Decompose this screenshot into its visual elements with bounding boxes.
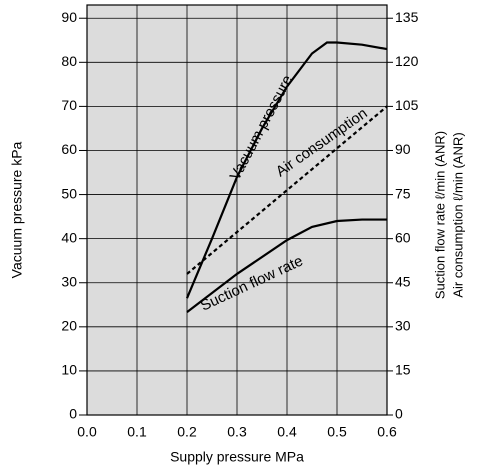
y2-tick-label: 120 bbox=[395, 53, 419, 69]
plot-frame bbox=[86, 4, 388, 416]
y2-axis-label: Suction flow rate ℓ/min (ANR) bbox=[432, 131, 447, 299]
x-tick-label: 0.6 bbox=[377, 424, 397, 440]
y2-tick-label: 60 bbox=[395, 229, 411, 245]
y-tick-label: 90 bbox=[61, 9, 77, 25]
y2-tick-label: 135 bbox=[395, 9, 419, 25]
y-tick-label: 60 bbox=[61, 141, 77, 157]
x-tick-label: 0.2 bbox=[177, 424, 197, 440]
x-tick-label: 0.3 bbox=[227, 424, 247, 440]
line bbox=[185, 41, 388, 299]
y-tick-label: 10 bbox=[61, 362, 77, 378]
y-tick-label: 70 bbox=[61, 97, 77, 113]
x-tick-label: 0.4 bbox=[277, 424, 297, 440]
y2-tick-label: 75 bbox=[395, 185, 411, 201]
y-tick-label: 30 bbox=[61, 273, 77, 289]
y-tick-label: 20 bbox=[61, 318, 77, 334]
y2-tick-label: 105 bbox=[395, 97, 419, 113]
x-tick-label: 0.0 bbox=[77, 424, 97, 440]
y2-axis-label: Air consumption ℓ/min (ANR) bbox=[450, 132, 465, 297]
x-axis-label: Supply pressure MPa bbox=[170, 449, 304, 465]
y2-tick-label: 15 bbox=[395, 362, 411, 378]
y-axis-label: Vacuum pressure kPa bbox=[9, 141, 25, 278]
y-tick-label: 50 bbox=[61, 185, 77, 201]
line bbox=[186, 105, 388, 275]
y2-tick-label: 0 bbox=[395, 406, 403, 422]
y-tick-label: 40 bbox=[61, 229, 77, 245]
y-tick-label: 0 bbox=[69, 406, 77, 422]
y-tick-label: 80 bbox=[61, 53, 77, 69]
line bbox=[186, 218, 387, 314]
y2-tick-label: 45 bbox=[395, 273, 411, 289]
x-tick-label: 0.1 bbox=[127, 424, 147, 440]
y2-tick-label: 90 bbox=[395, 141, 411, 157]
x-tick-label: 0.5 bbox=[327, 424, 347, 440]
y2-tick-label: 30 bbox=[395, 318, 411, 334]
